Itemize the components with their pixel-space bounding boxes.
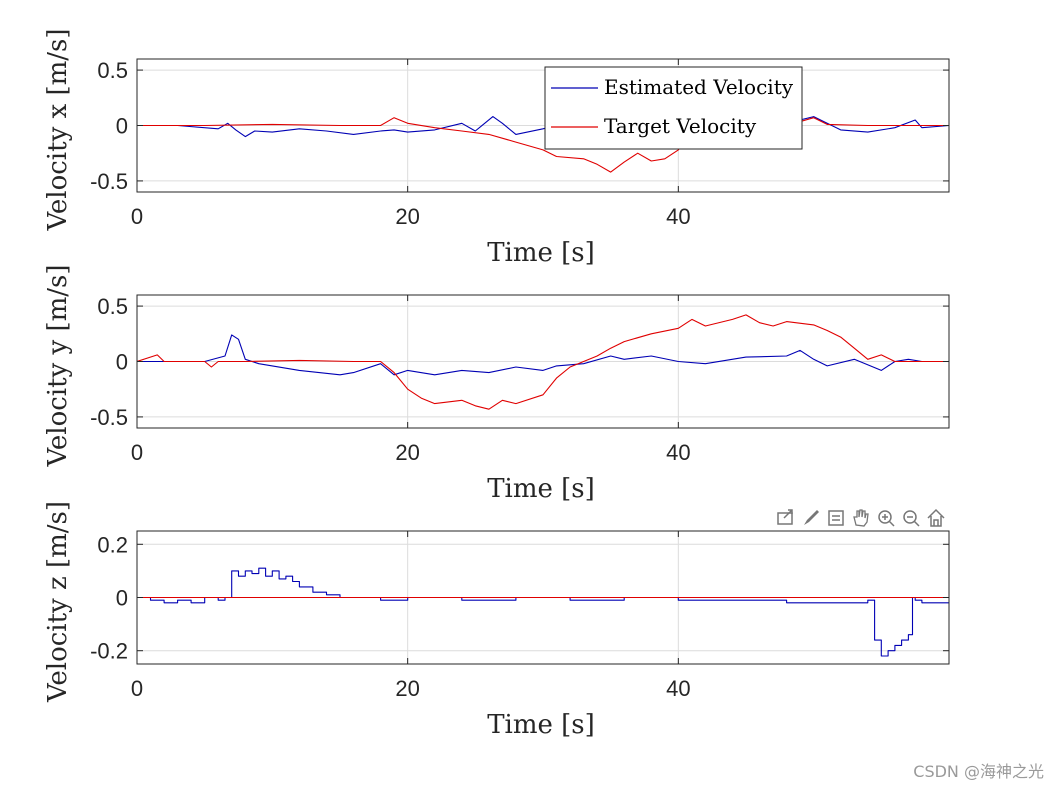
zoom-in-icon[interactable] bbox=[878, 510, 895, 527]
y-tick-label: -0.5 bbox=[90, 405, 128, 430]
x-tick-label: 20 bbox=[395, 440, 419, 465]
zoom-out-icon[interactable] bbox=[903, 510, 920, 527]
y-tick-label: 0 bbox=[116, 586, 128, 611]
x-tick-label: 40 bbox=[666, 204, 690, 229]
axes-toolbar bbox=[777, 508, 945, 527]
legend-label-target-velocity: Target Velocity bbox=[604, 114, 757, 138]
brush-icon[interactable] bbox=[804, 510, 819, 525]
legend-box bbox=[544, 66, 803, 150]
x-axis-label: Time [s] bbox=[487, 238, 595, 268]
y-tick-label: 0.5 bbox=[97, 58, 128, 83]
x-tick-label: 20 bbox=[395, 676, 419, 701]
y-axis-label: Velocity x [m/s] bbox=[43, 29, 73, 232]
series-line-estimated-velocity[interactable] bbox=[137, 334, 949, 376]
legend-label-estimated-velocity: Estimated Velocity bbox=[604, 75, 794, 99]
x-tick-label: 0 bbox=[131, 204, 143, 229]
x-axis-label: Time [s] bbox=[487, 474, 595, 504]
export-icon[interactable] bbox=[777, 509, 793, 525]
x-tick-label: 40 bbox=[666, 440, 690, 465]
y-tick-label: 0 bbox=[116, 350, 128, 375]
home-icon[interactable] bbox=[927, 508, 945, 527]
series-line-estimated-velocity[interactable] bbox=[137, 116, 949, 138]
y-tick-label: 0.2 bbox=[97, 532, 128, 557]
x-tick-label: 40 bbox=[666, 676, 690, 701]
x-tick-label: 20 bbox=[395, 204, 419, 229]
y-axis-label: Velocity z [m/s] bbox=[43, 501, 73, 703]
x-tick-label: 0 bbox=[131, 440, 143, 465]
y-tick-label: -0.5 bbox=[90, 169, 128, 194]
datatip-icon[interactable] bbox=[828, 510, 844, 526]
y-tick-label: 0 bbox=[116, 114, 128, 139]
pan-icon[interactable] bbox=[853, 509, 869, 527]
y-axis-label: Velocity y [m/s] bbox=[43, 264, 73, 467]
legend[interactable]: Estimated Velocity Target Velocity bbox=[544, 66, 803, 150]
series-line-estimated-velocity[interactable] bbox=[137, 567, 949, 657]
x-axis-label: Time [s] bbox=[487, 710, 595, 740]
watermark: CSDN @海神之光 bbox=[913, 762, 1044, 781]
y-tick-label: 0.5 bbox=[97, 294, 128, 319]
series-line-target-velocity[interactable] bbox=[137, 314, 949, 410]
x-tick-label: 0 bbox=[131, 676, 143, 701]
y-tick-label: -0.2 bbox=[90, 639, 128, 664]
